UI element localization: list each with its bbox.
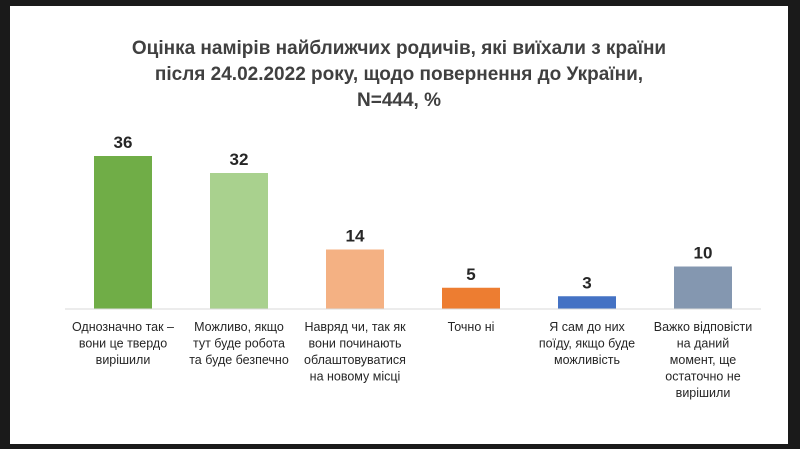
category-label-2: Можливо, якщо тут буде робота та буде безп…	[189, 320, 289, 367]
chart-title-line-2: після 24.02.2022 року, щодо повернення д…	[154, 64, 644, 85]
category-label-6-line-3: момент, ще	[670, 353, 736, 367]
data-label-6: 10	[694, 244, 713, 263]
category-label-2-line-1: Можливо, якщо	[194, 320, 284, 334]
bar-2	[210, 173, 268, 309]
category-label-1-line-1: Однозначно так –	[72, 320, 174, 334]
category-label-2-line-3: та буде безпечно	[189, 353, 289, 367]
category-label-1-line-2: вони це твердо	[79, 337, 167, 351]
category-label-4: Точно ні	[448, 320, 495, 334]
data-label-5: 3	[582, 273, 591, 292]
bar-6	[674, 266, 732, 309]
category-label-2-line-2: тут буде робота	[193, 337, 285, 351]
category-label-3-line-4: на новому місці	[310, 370, 401, 384]
category-label-3: Навряд чи, так як вони починають облаштову…	[304, 320, 406, 384]
bar-1	[94, 156, 152, 309]
bars-group: 36 Однозначно так – вони це твердо вирішили…	[72, 133, 752, 400]
bar-3	[326, 249, 384, 309]
category-label-1-line-3: вирішили	[96, 353, 151, 367]
category-label-3-line-3: облаштовуватися	[304, 353, 406, 367]
category-label-5: Я сам до них поїду, якщо буде можливість	[539, 320, 635, 367]
category-label-5-line-3: можливість	[554, 353, 620, 367]
bar-4	[442, 287, 500, 309]
data-label-1: 36	[114, 133, 133, 152]
slide: Оцінка намірів найближчих родичів, які в…	[10, 6, 788, 444]
category-label-4-line-1: Точно ні	[448, 320, 495, 334]
chart-title-line-3: N=444, %	[357, 90, 441, 111]
category-label-3-line-1: Навряд чи, так як	[304, 320, 406, 334]
category-label-6-line-4: остаточно не	[665, 370, 740, 384]
category-label-3-line-2: вони починають	[309, 337, 402, 351]
category-label-5-line-1: Я сам до них	[549, 320, 625, 334]
category-label-6-line-1: Важко відповісти	[654, 320, 753, 334]
category-label-6-line-5: вирішили	[676, 386, 731, 400]
category-label-6: Важко відповісти на даний момент, ще остато…	[654, 320, 753, 400]
chart-title: Оцінка намірів найближчих родичів, які в…	[10, 36, 788, 114]
data-label-2: 32	[230, 150, 249, 169]
category-label-6-line-2: на даний	[677, 337, 729, 351]
bar-chart: 36 Однозначно так – вони це твердо вирішили…	[65, 133, 761, 400]
chart-title-line-1: Оцінка намірів найближчих родичів, які в…	[131, 38, 667, 59]
bar-5	[558, 296, 616, 309]
data-label-3: 14	[346, 227, 365, 246]
category-label-5-line-2: поїду, якщо буде	[539, 337, 635, 351]
category-label-1: Однозначно так – вони це твердо вирішили	[72, 320, 174, 367]
data-label-4: 5	[466, 265, 475, 284]
